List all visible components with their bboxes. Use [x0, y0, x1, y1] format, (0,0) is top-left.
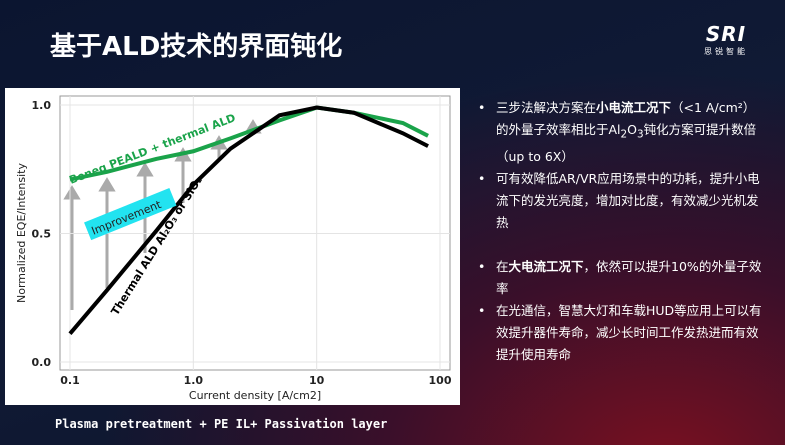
annotation-background: [84, 188, 177, 241]
bullet: 在大电流工况下，依然可以提升10%的外量子效率: [478, 256, 763, 300]
caption: Plasma pretreatment + PE IL+ Passivation…: [55, 417, 388, 431]
x-tick-label: 10: [309, 374, 325, 387]
y-tick-label: 0.5: [32, 228, 52, 241]
x-tick-label: 100: [429, 374, 452, 387]
bullet: 三步法解决方案在小电流工况下（<1 A/cm²）的外量子效率相比于Al2O3钝化…: [478, 97, 763, 168]
x-tick-label: 1.0: [184, 374, 204, 387]
text: 三步法解决方案在: [496, 100, 597, 115]
text: 在光通信，智慧大灯和车载HUD等应用上可以有效提升器件寿命，减少长时间工作发热进…: [496, 302, 762, 362]
bullet: 在光通信，智慧大灯和车载HUD等应用上可以有效提升器件寿命，减少长时间工作发热进…: [478, 300, 763, 366]
y-axis-label: Normalized EQE/Intensity: [15, 163, 28, 304]
text: 大电流工况下: [508, 258, 584, 274]
text: 可有效降低AR/VR应用场景中的功耗，提升小电流下的发光亮度，增加对比度，有效减…: [496, 170, 760, 230]
logo-name: SRI: [705, 22, 747, 46]
text: 钝化方案可提升数倍（up to 6X）: [496, 122, 757, 164]
chart: 0.0 0.5 1.0 0.1 1.0 10 100 Current density [A/c…: [5, 88, 460, 405]
text: 小电流工况下: [596, 100, 672, 115]
text: 3: [637, 128, 644, 141]
bullet: 可有效降低AR/VR应用场景中的功耗，提升小电流下的发光亮度，增加对比度，有效减…: [478, 168, 763, 234]
series-line: [68, 105, 429, 336]
x-tick-label: 0.1: [60, 374, 80, 387]
text: ，依然可以提升10%的外量子效率: [496, 258, 762, 296]
slide-title: 基于ALD技术的界面钝化: [50, 32, 343, 62]
y-tick-label: 0.0: [32, 356, 52, 369]
series-line: [69, 105, 429, 182]
bullet-list: 三步法解决方案在小电流工况下（<1 A/cm²）的外量子效率相比于Al2O3钝化…: [478, 97, 763, 366]
chart-background: [5, 88, 460, 405]
text: O: [627, 122, 637, 137]
logo: SRI 思锐智能: [704, 22, 748, 57]
x-axis-label: Current density [A/cm2]: [189, 389, 321, 402]
y-tick-label: 1.0: [32, 99, 52, 112]
text: 在: [496, 258, 509, 274]
text: 2: [620, 128, 628, 141]
text: （<1 A/cm²）的外量子效率相比于Al: [496, 100, 756, 137]
logo-subtitle: 思锐智能: [704, 47, 748, 56]
